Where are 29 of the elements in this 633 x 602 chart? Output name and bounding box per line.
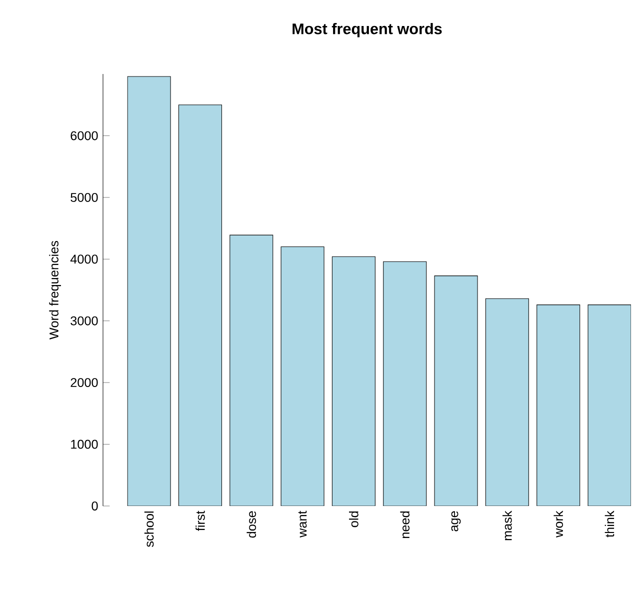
y-tick-label: 5000 <box>70 192 98 202</box>
x-tick-label: want <box>298 510 307 538</box>
chart-title: Most frequent words <box>292 23 442 38</box>
bar <box>383 262 426 506</box>
x-tick-label: mask <box>502 510 512 540</box>
y-tick-label: 3000 <box>70 316 98 326</box>
x-tick-label: old <box>349 512 358 528</box>
y-tick-label: 6000 <box>70 131 98 140</box>
bar <box>332 256 376 506</box>
y-tick-label: 4000 <box>70 254 98 264</box>
y-tick-label: 2000 <box>70 378 98 388</box>
y-tick-label: 1000 <box>71 440 98 449</box>
x-tick-label: need <box>400 512 410 538</box>
x-tick-label: think <box>604 510 614 538</box>
bar <box>281 246 324 506</box>
bar <box>178 104 222 506</box>
bar <box>536 304 580 506</box>
bar <box>486 298 529 506</box>
x-tick-label: work <box>554 510 563 538</box>
bar <box>128 76 171 506</box>
bar <box>230 235 273 506</box>
x-tick-label: dose <box>246 511 256 538</box>
x-tick-label: first <box>196 510 205 531</box>
y-axis-title: Word frequencies <box>49 240 61 340</box>
bar <box>588 304 631 506</box>
x-tick-label: school <box>144 512 154 547</box>
x-tick-label: age <box>451 511 461 532</box>
y-tick-label: 0 <box>92 502 98 510</box>
bar <box>434 276 478 506</box>
